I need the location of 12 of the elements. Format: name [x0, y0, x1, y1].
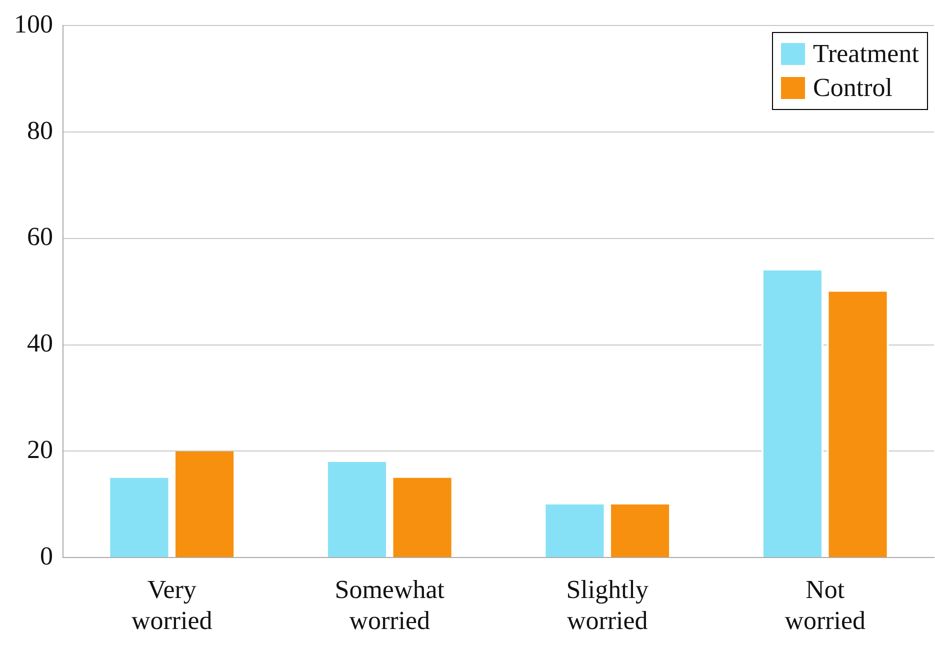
legend-label: Control — [813, 72, 892, 103]
x-tick-label: Very worried — [131, 575, 212, 636]
y-tick-label: 80 — [27, 116, 53, 145]
y-tick-label: 60 — [27, 222, 53, 252]
x-tick-label: Somewhat worried — [334, 575, 446, 636]
y-tick-label: 20 — [27, 435, 53, 464]
x-tick-label: Slightly worried — [566, 575, 649, 636]
y-tick-label: 0 — [40, 541, 53, 570]
y-tick-label: 40 — [27, 328, 53, 358]
x-tick-label: Not worried — [784, 575, 866, 636]
legend-label: Treatment — [813, 38, 919, 69]
y-tick-label: 100 — [14, 9, 53, 38]
